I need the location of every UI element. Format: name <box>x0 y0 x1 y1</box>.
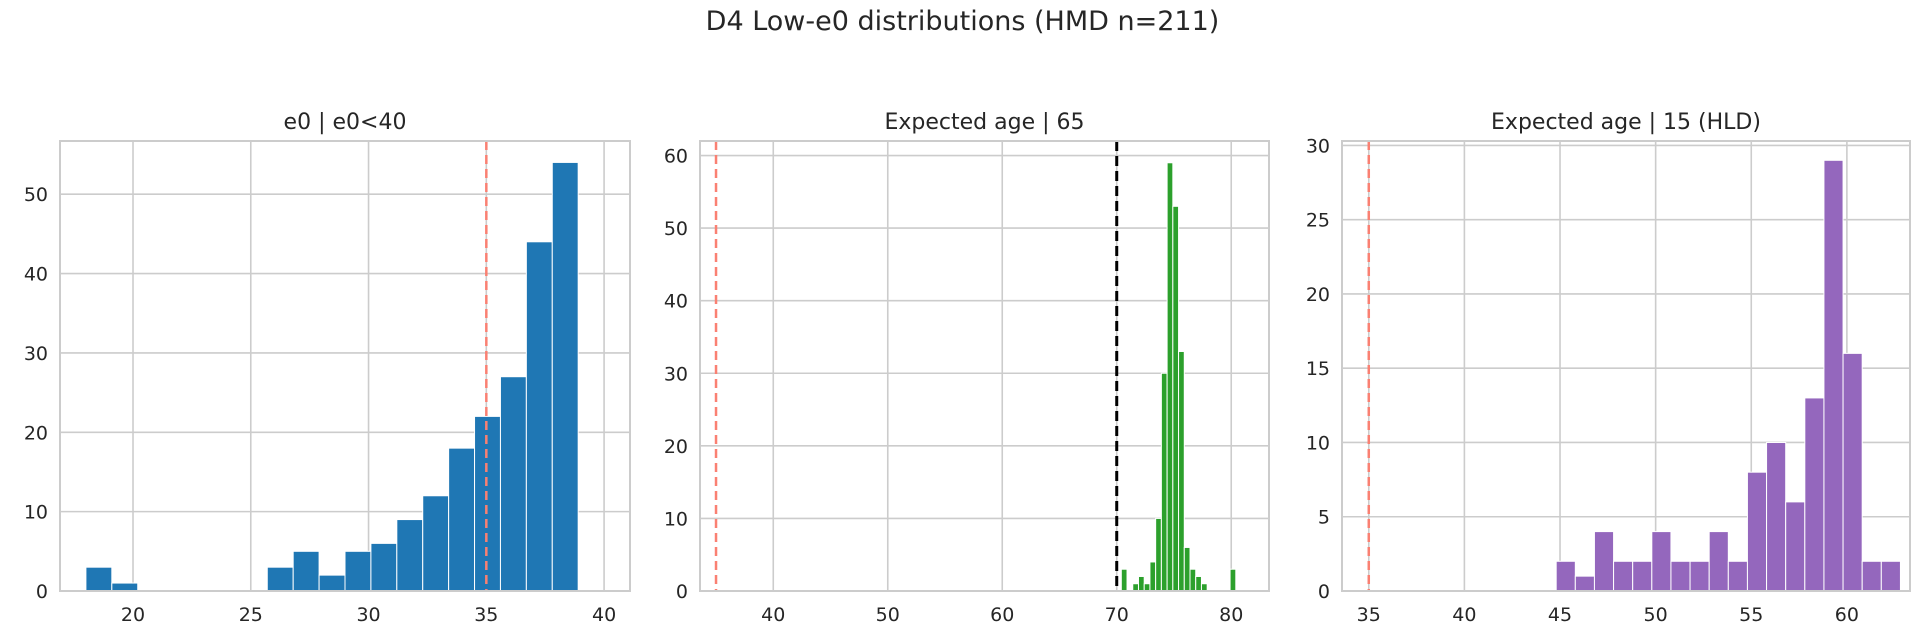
x-tick-label: 35 <box>474 604 498 626</box>
histogram-bar <box>1670 560 1691 592</box>
panel-title: Expected age | 65 <box>884 110 1084 135</box>
y-tick-label: 60 <box>664 146 688 168</box>
histogram-bar <box>1137 575 1145 592</box>
panel-expected-age-65: 40 50 60 70 80 0 10 20 30 40 50 60 Expected age | 65 <box>664 110 1270 626</box>
histogram-bar <box>1880 560 1901 592</box>
histogram-bar <box>1229 568 1237 592</box>
histogram-bar <box>318 574 346 592</box>
x-tick-label: 20 <box>121 604 145 626</box>
y-tick-label: 30 <box>664 363 688 385</box>
histogram-bar <box>448 447 476 592</box>
histogram-bar <box>111 582 139 592</box>
x-tick-label: 40 <box>592 604 616 626</box>
histogram-bar <box>1555 560 1576 592</box>
x-tick-label: 25 <box>239 604 263 626</box>
y-tick-label: 40 <box>664 291 688 313</box>
x-tick-label: 60 <box>990 604 1014 626</box>
histogram-bar <box>1785 501 1806 592</box>
histogram-bar <box>1195 575 1202 592</box>
x-tick-label: 30 <box>356 604 380 626</box>
histogram-bar <box>1708 531 1729 592</box>
y-tick-label: 0 <box>676 581 688 603</box>
histogram-bar <box>1651 531 1672 592</box>
histogram-bar <box>1178 350 1185 592</box>
axes-frame <box>59 140 631 592</box>
histogram-bar <box>1183 546 1191 592</box>
histogram-bar <box>1120 568 1128 592</box>
histogram-bar <box>1574 575 1595 592</box>
histogram-bar <box>266 566 294 592</box>
y-tick-label: 50 <box>24 184 48 206</box>
histogram-bar <box>1613 560 1634 592</box>
y-tick-label: 5 <box>1318 507 1330 529</box>
y-tick-label: 20 <box>664 436 688 458</box>
histogram-bar <box>1823 159 1844 592</box>
histogram-bar <box>1766 441 1787 592</box>
histogram-bar <box>1160 372 1168 592</box>
histogram-bar <box>422 495 450 592</box>
x-tick-label: 50 <box>1644 604 1668 626</box>
y-tick-label: 15 <box>1306 358 1330 380</box>
histogram-bar <box>1143 583 1151 592</box>
histogram-bar <box>1189 568 1197 592</box>
histogram-bar <box>499 376 527 592</box>
y-tick-label: 10 <box>1306 432 1330 454</box>
y-tick-label: 10 <box>664 508 688 530</box>
histogram-bar <box>292 550 320 592</box>
x-tick-label: 40 <box>1452 604 1476 626</box>
histogram-bar <box>344 550 372 592</box>
histogram-bar <box>1804 397 1825 592</box>
x-tick-label: 45 <box>1548 604 1572 626</box>
x-tick-label: 60 <box>1835 604 1859 626</box>
panel-title: e0 | e0<40 <box>284 110 407 135</box>
histogram-bar <box>1155 517 1162 592</box>
panel-e0: 20 25 30 35 40 0 10 20 30 40 50 e0 | e0<40 <box>24 110 631 626</box>
histogram-bar <box>1861 560 1882 592</box>
y-tick-label: 0 <box>36 581 48 603</box>
x-tick-label: 55 <box>1739 604 1763 626</box>
axes-frame <box>1341 140 1911 592</box>
y-tick-label: 20 <box>1306 284 1330 306</box>
histogram-bar <box>1200 583 1208 592</box>
histogram-bar <box>1727 560 1748 592</box>
figure-title: D4 Low-e0 distributions (HMD n=211) <box>705 6 1220 37</box>
histogram-bar <box>1132 583 1139 592</box>
x-tick-label: 40 <box>761 604 785 626</box>
x-tick-label: 80 <box>1219 604 1243 626</box>
histogram-bar <box>525 241 553 592</box>
y-tick-label: 25 <box>1306 210 1330 232</box>
y-tick-label: 40 <box>24 264 48 286</box>
axes-frame <box>699 140 1270 592</box>
histogram-bar <box>1689 560 1710 592</box>
histogram-bar <box>1842 352 1863 592</box>
histogram-bar <box>85 566 113 592</box>
panel-expected-age-15-hld: 35 40 45 50 55 60 0 5 10 15 20 25 30 Expected age | 1… <box>1306 110 1911 626</box>
histogram-bar <box>1149 561 1157 592</box>
x-tick-label: 70 <box>1105 604 1129 626</box>
x-tick-label: 35 <box>1357 604 1381 626</box>
y-tick-label: 20 <box>24 422 48 444</box>
y-tick-label: 10 <box>24 502 48 524</box>
y-tick-label: 50 <box>664 218 688 240</box>
y-tick-label: 30 <box>1306 135 1330 157</box>
histogram-bar <box>551 161 579 592</box>
histogram-bar <box>396 519 424 592</box>
histogram-bar <box>1172 205 1180 592</box>
panel-title: Expected age | 15 (HLD) <box>1491 110 1761 135</box>
y-tick-label: 0 <box>1318 581 1330 603</box>
histogram-bar <box>1632 560 1653 592</box>
x-tick-label: 50 <box>876 604 900 626</box>
histogram-bar <box>1166 162 1174 592</box>
histogram-bar <box>370 542 398 592</box>
y-tick-label: 30 <box>24 343 48 365</box>
histogram-bar <box>1746 471 1768 592</box>
histogram-bar <box>1593 531 1615 592</box>
